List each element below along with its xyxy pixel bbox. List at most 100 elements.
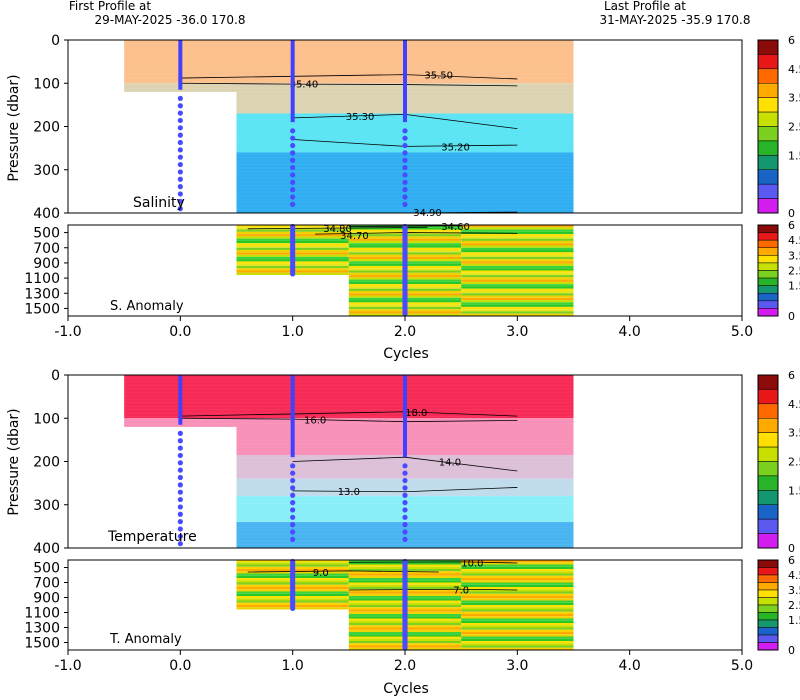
profile-dot bbox=[290, 157, 296, 163]
anomaly-cell bbox=[461, 562, 574, 565]
colorbar-tick-label: 2.5 bbox=[788, 599, 800, 612]
profile-dot bbox=[177, 496, 183, 503]
profile-dot bbox=[177, 198, 183, 204]
anomaly-cell bbox=[461, 629, 574, 632]
x-tick-label: -1.0 bbox=[54, 658, 81, 674]
anomaly-cell bbox=[461, 647, 574, 650]
profile-dot bbox=[402, 157, 408, 163]
profile-dot bbox=[290, 485, 296, 491]
top-x-axis-title: Cycles bbox=[383, 346, 429, 362]
anomaly-cell bbox=[461, 263, 574, 266]
anomaly-cell bbox=[461, 560, 574, 563]
profile-dot bbox=[290, 172, 296, 178]
anomaly-cell bbox=[461, 602, 574, 605]
panel-2: 18.0 16.0 14.0 13.0 0 100 200 300 400 6 4.5 3.5 2.5 1… bbox=[33, 368, 800, 557]
profile-dot bbox=[402, 514, 408, 520]
anomaly-cell bbox=[461, 250, 574, 253]
anomaly-cell bbox=[461, 620, 574, 623]
colorbar-swatch bbox=[757, 169, 779, 185]
contour-line bbox=[247, 570, 439, 573]
colorbar-swatch bbox=[757, 239, 779, 249]
profile-dot bbox=[177, 460, 183, 466]
y-tick-label: 1300 bbox=[24, 621, 60, 637]
anomaly-cell bbox=[461, 254, 574, 257]
profile-dot bbox=[177, 541, 183, 547]
colorbar-swatch bbox=[757, 490, 779, 506]
colorbar-tick-label: 3.5 bbox=[788, 584, 800, 597]
colorbar-tick-label: 4.5 bbox=[788, 398, 800, 411]
profile-dot bbox=[402, 179, 408, 185]
profile-dot bbox=[177, 103, 183, 109]
anomaly-cell bbox=[461, 297, 574, 301]
colorbar-swatch bbox=[757, 285, 779, 294]
profile-dot bbox=[290, 514, 296, 520]
profile-dot bbox=[402, 311, 408, 317]
anomaly-cell bbox=[461, 252, 574, 255]
contour-line bbox=[348, 588, 518, 591]
profile-dot bbox=[402, 128, 408, 134]
colorbar-swatch bbox=[757, 589, 779, 598]
y-tick-label: 1500 bbox=[24, 301, 60, 317]
anomaly-cell bbox=[461, 245, 574, 248]
profile-dot bbox=[402, 470, 408, 476]
anomaly-cell bbox=[461, 284, 574, 287]
anomaly-cell bbox=[461, 611, 574, 614]
profile-dot bbox=[290, 201, 296, 207]
colorbar-tick-label: 0 bbox=[788, 207, 795, 220]
x-tick-label: -1.0 bbox=[54, 324, 81, 340]
profile-dot bbox=[177, 125, 183, 131]
colorbar-swatch bbox=[757, 461, 779, 477]
anomaly-cell bbox=[461, 300, 574, 303]
profile-dot bbox=[402, 485, 408, 491]
colorbar-swatch bbox=[757, 582, 779, 591]
contour-label: 7.0 bbox=[453, 585, 469, 596]
profile-dot bbox=[177, 526, 183, 532]
anomaly-cell bbox=[461, 571, 574, 574]
anomaly-cell bbox=[461, 598, 574, 601]
anomaly-cell bbox=[461, 623, 574, 626]
contour-label: 35.50 bbox=[424, 71, 453, 82]
colorbar-tick-label: 6 bbox=[788, 369, 795, 382]
anomaly-cell bbox=[461, 632, 574, 635]
anomaly-cell bbox=[461, 575, 574, 578]
profile-dot bbox=[177, 206, 183, 212]
anomaly-cell bbox=[461, 234, 574, 237]
last-profile-detail: 31-MAY-2025 -35.9 170.8 bbox=[599, 13, 750, 27]
colorbar-tick-label: 4.5 bbox=[788, 63, 800, 76]
y-tick-label: 500 bbox=[33, 561, 60, 577]
anomaly-cell bbox=[461, 596, 574, 599]
anomaly-cell bbox=[461, 293, 574, 296]
s-anomaly-panel-label: S. Anomaly bbox=[110, 299, 184, 314]
anomaly-cell bbox=[461, 225, 574, 228]
anomaly-cell bbox=[461, 265, 574, 269]
anomaly-cell bbox=[461, 247, 574, 251]
colorbar-tick-label: 3.5 bbox=[788, 92, 800, 105]
profile-dot bbox=[402, 194, 408, 200]
colorbar-tick-label: 4.5 bbox=[788, 569, 800, 582]
colorbar-swatch bbox=[757, 475, 779, 491]
x-tick-label: 2.0 bbox=[394, 324, 416, 340]
anomaly-cell bbox=[461, 627, 574, 630]
y-tick-label: 300 bbox=[33, 163, 60, 179]
profile-dot bbox=[290, 477, 296, 484]
panel-0: 35.50 35.40 35.30 35.20 34.90 0 100 200 300 400 6 4… bbox=[33, 33, 800, 222]
profile-dot bbox=[290, 150, 296, 156]
salinity-y-axis-title: Pressure (dbar) bbox=[6, 74, 22, 181]
anomaly-cell bbox=[461, 277, 574, 280]
anomaly-cell bbox=[461, 645, 574, 648]
profile-dot bbox=[177, 154, 183, 160]
colorbar-swatch bbox=[757, 634, 779, 643]
anomaly-cell bbox=[461, 261, 574, 264]
profile-dot bbox=[177, 438, 183, 444]
colorbar-tick-label: 1.5 bbox=[788, 614, 800, 627]
contour-line bbox=[180, 417, 518, 423]
colorbar-swatch bbox=[757, 604, 779, 613]
colorbar-swatch bbox=[757, 446, 779, 462]
y-tick-label: 400 bbox=[33, 206, 60, 222]
profile-dot bbox=[177, 110, 183, 116]
anomaly-cell bbox=[461, 229, 574, 232]
anomaly-cell bbox=[461, 290, 574, 294]
y-tick-label: 1100 bbox=[24, 606, 60, 622]
y-tick-label: 100 bbox=[33, 76, 60, 92]
profile-dot bbox=[290, 470, 296, 476]
